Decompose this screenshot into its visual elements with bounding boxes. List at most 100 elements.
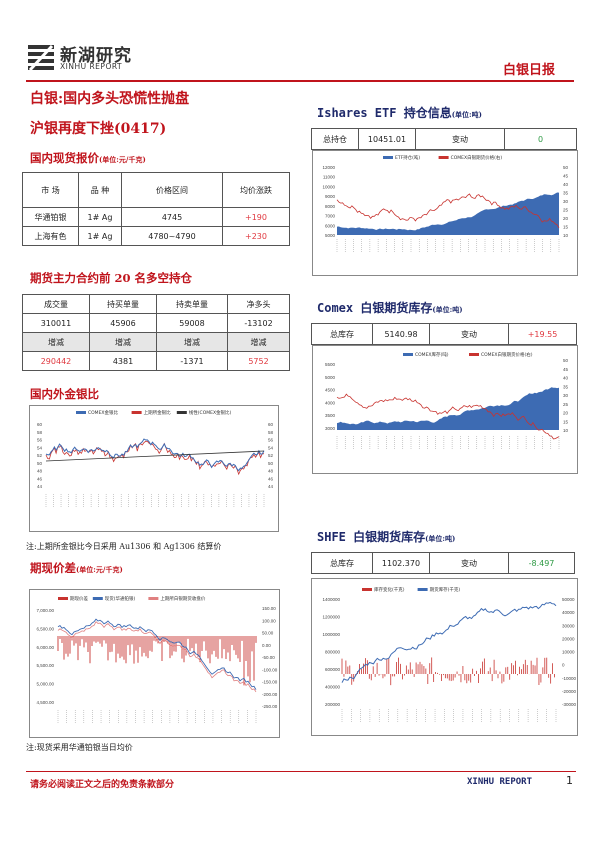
comex-yl-tick-5: 3000 bbox=[325, 426, 336, 431]
comex-legend-label-1: COMEX白银期货价格(右) bbox=[481, 351, 533, 358]
comex-yr-tick-2: 40 bbox=[563, 376, 569, 381]
headline-line1: 白银:国内多头恐慌性抛盘 bbox=[30, 91, 190, 107]
etf-legend-label-1: COMEX白银期货价格(右) bbox=[451, 154, 503, 161]
ratio-yr-tick-0: 60 bbox=[268, 422, 274, 427]
etf-yr-tick-7: 15 bbox=[563, 225, 569, 230]
spread-legend-swatch-0 bbox=[58, 597, 68, 600]
shfe-yr-tick-3: 20000 bbox=[562, 636, 575, 641]
comex-yr-tick-4: 30 bbox=[563, 393, 569, 398]
shfe-yr-tick-0: 50000 bbox=[562, 597, 575, 602]
ratio-yl-tick-3: 54 bbox=[37, 445, 43, 450]
logo-text-cn: 新湖研究 bbox=[60, 46, 132, 66]
ratio-note: 注:上期所金银比今日采用 Au1306 和 Ag1306 结算价 bbox=[26, 542, 222, 551]
etf-chart: ETF持仓(吨) COMEX白银期货价格(右) 12000 11000 10000 900… bbox=[312, 150, 578, 276]
comex-price-line bbox=[336, 393, 560, 440]
etf-yl-tick-7: 5000 bbox=[325, 233, 336, 238]
ratio-yl-tick-6: 48 bbox=[37, 469, 43, 474]
spread-yl-tick-3: 5,500.00 bbox=[36, 663, 54, 668]
shfe-title: SHFE 白银期货库存(单位:吨) bbox=[317, 530, 456, 544]
etf-yr-tick-3: 35 bbox=[563, 191, 569, 196]
spread-yl-tick-1: 6,500.00 bbox=[36, 626, 54, 631]
spread-yl-tick-4: 5,000.00 bbox=[36, 682, 54, 687]
comex-yr-tick-7: 15 bbox=[563, 419, 569, 424]
spread-note: 注:现货采用华通铂银当日均价 bbox=[26, 743, 133, 752]
futures-table: 成交量 持买单量 持卖单量 净多头 310011 45906 59008 -13… bbox=[22, 294, 290, 371]
ratio-legend-swatch-0 bbox=[76, 411, 86, 414]
ratio-legend-label-2: 线性(COMEX金银比) bbox=[189, 409, 232, 416]
spread-spot-line bbox=[57, 618, 257, 690]
ratio-title: 国内外金银比 bbox=[30, 387, 99, 401]
shfe-inventory-line bbox=[341, 601, 557, 683]
spread-yr-tick-3: 0.00 bbox=[262, 643, 271, 648]
etf-yl-tick-3: 9000 bbox=[325, 194, 336, 199]
comex-yr-tick-8: 10 bbox=[563, 428, 569, 433]
shfe-yl-tick-4: 600000 bbox=[325, 667, 341, 672]
shfe-yr-tick-5: 0 bbox=[562, 663, 565, 668]
shfe-legend-label-1: 期货库存(千克) bbox=[430, 586, 461, 593]
footer-disclaimer: 请务必阅读正文之后的免责条款部分 bbox=[30, 780, 175, 790]
shfe-legend-swatch-0 bbox=[362, 588, 372, 591]
comex-inventory-area bbox=[337, 387, 559, 430]
shfe-legend-swatch-1 bbox=[417, 588, 428, 591]
spread-yl-tick-0: 7,000.00 bbox=[36, 608, 54, 613]
spread-chart: 期现价差 现货(华通铂银) 上期所白银期货收盘价 7,000.00 6,500.00 6,… bbox=[29, 589, 280, 738]
ratio-yr-tick-6: 48 bbox=[268, 469, 274, 474]
logo-text-en: XINHU REPORT bbox=[60, 62, 123, 71]
ratio-trend-line bbox=[45, 450, 265, 462]
spread-legend-swatch-2 bbox=[148, 597, 159, 600]
comex-yl-tick-3: 4000 bbox=[325, 400, 336, 405]
ratio-yr-tick-3: 54 bbox=[268, 445, 274, 450]
spread-yr-tick-4: -50.00 bbox=[262, 655, 275, 660]
shfe-yr-tick-2: 30000 bbox=[562, 623, 575, 628]
etf-yr-tick-2: 40 bbox=[563, 182, 569, 187]
ratio-yr-tick-1: 58 bbox=[268, 430, 274, 435]
spread-yr-tick-8: -250.00 bbox=[262, 704, 278, 709]
comex-yr-tick-3: 35 bbox=[563, 384, 569, 389]
shfe-table: 总库存 1102.370 变动 -8.497 bbox=[311, 552, 575, 574]
ratio-yr-tick-4: 52 bbox=[268, 453, 274, 458]
shfe-legend-label-0: 库存变化(千克) bbox=[374, 586, 405, 593]
report-type: 白银日报 bbox=[503, 63, 556, 78]
ratio-legend-swatch-2 bbox=[176, 411, 187, 414]
ratio-yl-tick-2: 56 bbox=[37, 438, 43, 443]
spread-legend-label-0: 期现价差 bbox=[70, 595, 88, 602]
shfe-yr-tick-4: 10000 bbox=[562, 650, 575, 655]
ratio-yr-tick-7: 46 bbox=[268, 476, 274, 481]
etf-yr-tick-1: 45 bbox=[563, 174, 569, 179]
etf-legend-label-0: ETF持仓(吨) bbox=[395, 154, 420, 161]
ratio-comex-line bbox=[45, 438, 265, 472]
comex-title: Comex 白银期货库存(单位:吨) bbox=[317, 301, 463, 315]
ratio-yr-tick-2: 56 bbox=[268, 438, 274, 443]
comex-yr-tick-1: 45 bbox=[563, 367, 569, 372]
spread-yr-tick-0: 150.00 bbox=[262, 606, 276, 611]
spread-yr-tick-7: -200.00 bbox=[262, 692, 278, 697]
comex-yr-tick-6: 20 bbox=[563, 411, 569, 416]
ratio-chart: COMEX金银比 上期所金银比 线性(COMEX金银比) 60 58 56 54 52 50 48… bbox=[29, 405, 279, 532]
spread-yr-tick-1: 100.00 bbox=[262, 618, 276, 623]
ratio-yl-tick-1: 58 bbox=[37, 430, 43, 435]
logo: 新湖研究 XINHU REPORT bbox=[26, 43, 176, 75]
etf-legend-swatch-1 bbox=[438, 156, 449, 159]
spread-yl-tick-5: 4,500.00 bbox=[36, 700, 54, 705]
ratio-yl-tick-4: 52 bbox=[37, 453, 43, 458]
comex-legend-swatch-1 bbox=[469, 353, 479, 356]
ratio-yl-tick-8: 44 bbox=[37, 484, 43, 489]
spread-legend-label-1: 现货(华通铂银) bbox=[105, 595, 136, 602]
etf-yl-tick-6: 6000 bbox=[325, 223, 336, 228]
spread-legend-swatch-1 bbox=[92, 597, 103, 600]
comex-yl-tick-4: 3500 bbox=[325, 413, 336, 418]
comex-yr-tick-0: 50 bbox=[563, 358, 569, 363]
etf-legend-swatch-0 bbox=[383, 156, 393, 159]
shfe-yr-tick-1: 40000 bbox=[562, 610, 575, 615]
etf-title: Ishares ETF 持仓信息(单位:吨) bbox=[317, 106, 482, 120]
comex-legend-swatch-0 bbox=[403, 353, 413, 356]
spread-yl-tick-2: 6,000.00 bbox=[36, 645, 54, 650]
comex-yl-tick-2: 4500 bbox=[325, 388, 336, 393]
footer-brand: XINHU REPORT bbox=[467, 777, 533, 787]
ratio-legend-label-1: 上期所金银比 bbox=[144, 409, 171, 416]
header-rule bbox=[26, 80, 574, 82]
etf-yr-tick-6: 20 bbox=[563, 216, 569, 221]
etf-table: 总持仓 10451.01 变动 0 bbox=[311, 128, 577, 150]
headline-line2: 沪银再度下挫(0417) bbox=[30, 121, 167, 137]
shfe-yr-tick-6: -10000 bbox=[562, 676, 577, 681]
